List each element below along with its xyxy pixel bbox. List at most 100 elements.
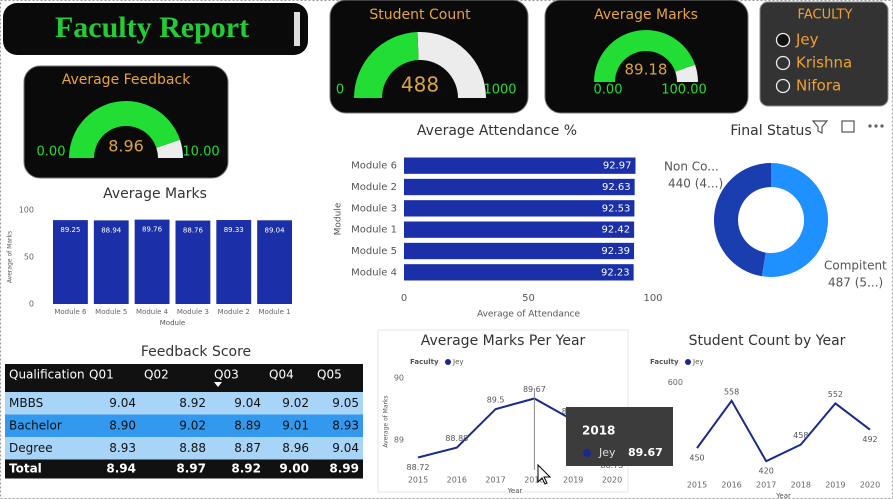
gauge-card	[544, 0, 749, 114]
data-label: 558	[724, 387, 739, 396]
table-cell: 9.00	[279, 462, 309, 476]
table-cell: 9.02	[282, 396, 309, 410]
gauge-value: 488	[401, 73, 439, 97]
filter-icon[interactable]	[811, 120, 829, 134]
data-label: 89.25	[60, 226, 80, 234]
table-cell: 8.97	[176, 462, 206, 476]
chart-title: Average Marks	[103, 186, 207, 202]
y-tick-label: Module 1	[351, 225, 397, 236]
chart-title: Average Marks Per Year	[421, 333, 586, 349]
table-cell: 8.96	[282, 441, 309, 455]
column-header: Qualification	[9, 368, 85, 382]
donut-segment	[761, 163, 828, 277]
category-label: Compitent	[824, 259, 887, 273]
bar	[404, 157, 636, 174]
gauge-title: Student Count	[369, 7, 471, 23]
table-cell: 8.92	[179, 396, 206, 410]
data-label: 92.23	[601, 267, 630, 278]
chart-title: Final Status	[730, 123, 811, 139]
data-label: 88.94	[101, 226, 122, 234]
bar	[134, 219, 170, 304]
table-cell: 8.99	[329, 462, 359, 476]
tooltip-marker	[583, 449, 591, 457]
table-row	[5, 437, 363, 460]
table-cell: 8.90	[109, 418, 136, 432]
table-cell: 8.94	[106, 462, 136, 476]
tooltip	[566, 407, 673, 466]
slicer-card	[759, 1, 889, 107]
table-cell: 8.92	[231, 462, 261, 476]
cursor	[537, 463, 552, 485]
data-label: 89.04	[265, 226, 286, 234]
data-label: 487 (5...)	[828, 276, 883, 290]
gauge-value: 8.96	[108, 137, 144, 156]
gauge-limit: 1000	[483, 83, 516, 98]
x-tick-label: Module 1	[259, 308, 291, 316]
data-label: 89.33	[224, 226, 244, 234]
slicer-option[interactable]: Jey	[795, 31, 819, 49]
x-tick-label: 2020	[602, 476, 622, 485]
x-tick-label: 2018	[524, 476, 544, 485]
bar	[257, 220, 292, 304]
data-label: 492	[862, 435, 877, 444]
more-icon[interactable]	[868, 124, 872, 128]
more-icon	[874, 124, 878, 128]
data-label: 89.76	[142, 226, 163, 234]
table-cell: 8.93	[332, 418, 359, 432]
radio-button[interactable]	[775, 78, 791, 94]
focus-icon[interactable]	[841, 120, 855, 133]
y-tick-label: 50	[24, 253, 34, 262]
gauge-limit: 0.00	[37, 145, 66, 160]
table-cell: 9.04	[234, 396, 261, 410]
slicer-option[interactable]: Krishna	[796, 54, 852, 72]
title-card	[3, 3, 308, 55]
table-cell: 9.04	[109, 396, 136, 410]
sort-arrow	[214, 382, 222, 387]
y-axis-label: Average of Marks	[383, 395, 390, 447]
table-title: Feedback Score	[141, 344, 251, 360]
table-row	[5, 414, 363, 437]
bar	[404, 221, 635, 238]
visual-icons	[811, 120, 884, 134]
x-tick-label: 2018	[791, 481, 811, 490]
data-label: 88.76	[183, 227, 204, 235]
slicer-option[interactable]: Nifora	[796, 77, 841, 95]
bar	[93, 220, 129, 304]
data-label: 92.42	[601, 225, 630, 236]
bar	[404, 178, 635, 196]
bar	[175, 220, 211, 304]
legend-label: Jey	[452, 358, 464, 366]
table-cell: Degree	[9, 441, 53, 455]
gauge-limit: 10.00	[182, 145, 219, 160]
legend-marker	[445, 359, 451, 365]
x-tick-label: 2019	[563, 476, 583, 485]
y-tick-label: 600	[668, 378, 683, 387]
chart-title: Average Attendance %	[417, 123, 577, 139]
x-tick-label: 2017	[756, 481, 776, 490]
chart-title: Student Count by Year	[689, 333, 846, 349]
table-cell: 8.93	[109, 441, 136, 455]
table-cell: 9.05	[332, 396, 359, 410]
x-tick-label: Module 4	[136, 308, 169, 316]
y-tick-label: Module 6	[351, 161, 397, 172]
legend-label: Jey	[692, 358, 704, 366]
table-cell: 9.02	[179, 418, 206, 432]
legend-marker	[685, 359, 691, 365]
table-row	[5, 459, 363, 479]
x-tick-label: 2015	[687, 481, 707, 490]
legend-title: Faculty	[650, 358, 679, 366]
radio-button[interactable]	[775, 32, 791, 48]
column-header: Q02	[144, 368, 169, 382]
x-tick-label: 2016	[447, 476, 467, 485]
gauge-fill	[354, 32, 419, 98]
data-label: 92.53	[602, 203, 631, 214]
y-axis-label: Average of Marks	[7, 231, 14, 283]
radio-button[interactable]	[775, 55, 791, 71]
x-tick-label: 2019	[825, 481, 845, 490]
gauge-track	[675, 64, 698, 82]
table-cell: Bachelor	[9, 418, 62, 432]
column-header: Q03	[214, 368, 239, 382]
y-tick-label: 100	[19, 206, 34, 215]
